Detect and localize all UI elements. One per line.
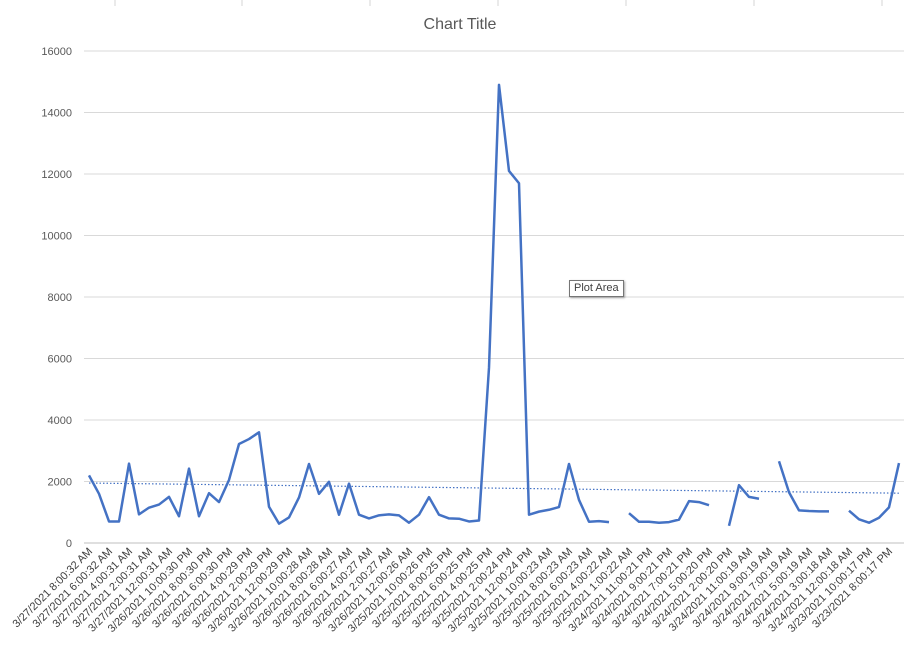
- plot-area-tooltip: Plot Area: [569, 280, 624, 297]
- x-axis-ticks: 3/27/2021 8:00:32 AM3/27/2021 6:00:32 AM…: [11, 546, 896, 635]
- y-tick-label: 10000: [41, 231, 72, 243]
- y-tick-label: 4000: [48, 415, 72, 427]
- sheet-grid-strip: [114, 0, 883, 6]
- series-path[interactable]: [87, 83, 901, 527]
- series-line[interactable]: [87, 83, 901, 527]
- y-tick-label: 12000: [41, 169, 72, 181]
- gridlines: [84, 50, 904, 482]
- trendline: [88, 482, 900, 494]
- trendline-path: [88, 482, 900, 494]
- chart-title[interactable]: Chart Title: [424, 16, 497, 33]
- y-tick-label: 2000: [48, 477, 72, 489]
- y-tick-label: 0: [66, 538, 72, 550]
- y-tick-label: 14000: [41, 108, 72, 120]
- y-tick-label: 6000: [48, 354, 72, 366]
- y-tick-label: 8000: [48, 292, 72, 304]
- y-axis-ticks: 0 2000 4000 6000 8000 10000 12000 14000 16000: [41, 46, 72, 550]
- y-tick-label: 16000: [41, 46, 72, 58]
